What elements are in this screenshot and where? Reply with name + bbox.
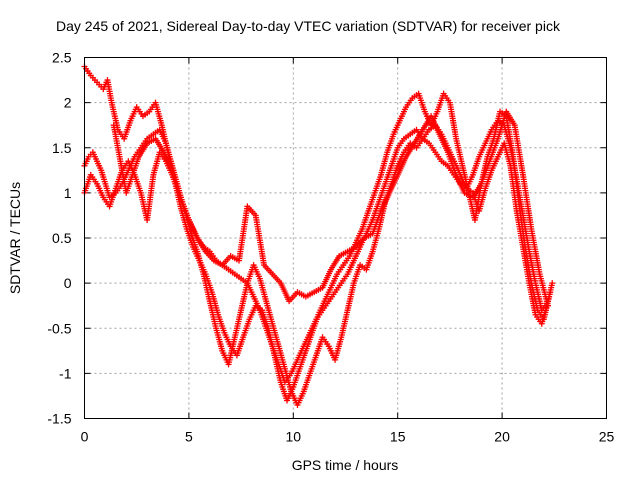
y-tick-label: -1	[59, 365, 72, 381]
data-series	[81, 117, 556, 386]
y-tick-label: 2	[64, 95, 72, 111]
x-tick-label: 5	[185, 429, 193, 445]
x-tick-label: 25	[599, 429, 615, 445]
x-tick-label: 15	[390, 429, 406, 445]
data-point	[549, 280, 556, 287]
data-points	[81, 63, 556, 408]
y-tick-label: 0	[64, 275, 72, 291]
y-tick-label: 1	[64, 185, 72, 201]
data-point	[547, 289, 554, 296]
x-tick-label: 20	[494, 429, 510, 445]
y-axis-label: SDTVAR / TECUs	[7, 182, 23, 294]
y-tick-label: -0.5	[47, 320, 71, 336]
y-tick-label: -1.5	[47, 411, 71, 427]
x-tick-label: 0	[81, 429, 89, 445]
data-point	[545, 302, 552, 309]
axis-ticks: -1.5 -1 -0.5 0 0.5 1 1.5 2 2.5 0 5 10 15 20 25	[47, 50, 614, 445]
y-tick-label: 1.5	[52, 140, 72, 156]
y-tick-label: 2.5	[52, 50, 72, 66]
y-tick-label: 0.5	[52, 230, 72, 246]
data-series	[110, 108, 552, 309]
chart-title: Day 245 of 2021, Sidereal Day-to-day VTE…	[56, 18, 561, 34]
x-tick-label: 10	[286, 429, 302, 445]
x-axis-label: GPS time / hours	[292, 457, 399, 473]
grid-lines	[84, 57, 607, 419]
plot-frame	[84, 57, 607, 419]
